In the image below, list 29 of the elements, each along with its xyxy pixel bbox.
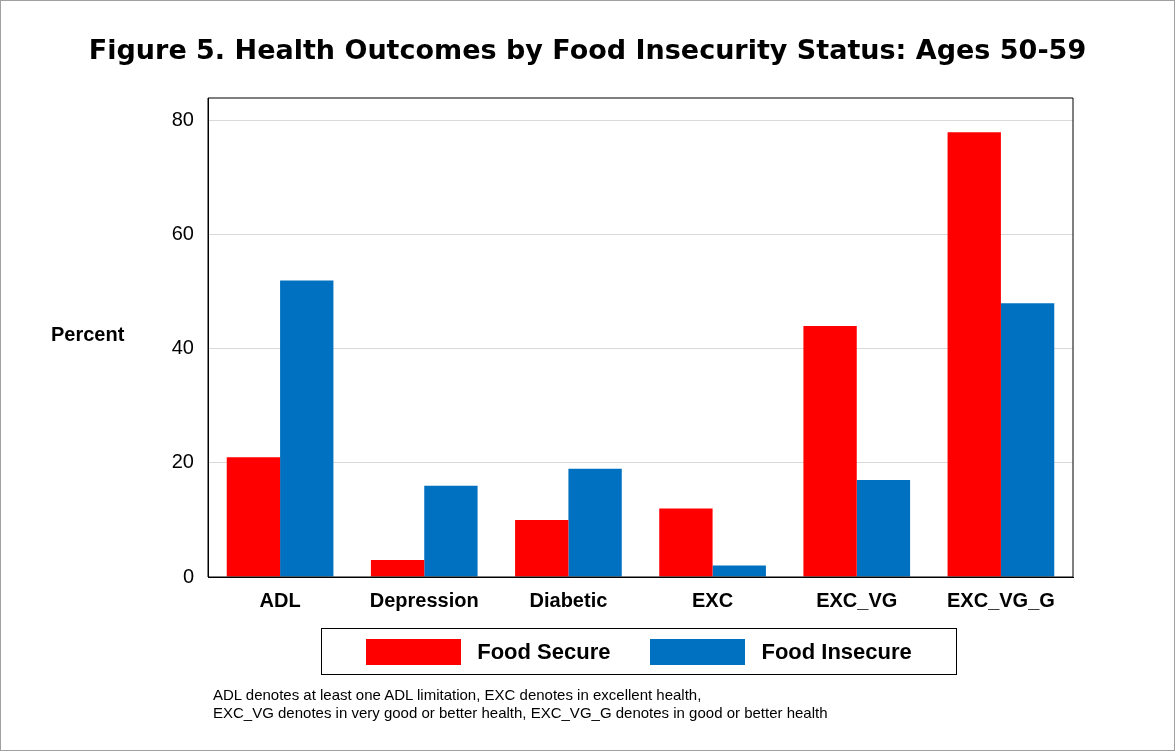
y-axis-title: Percent	[51, 323, 125, 346]
x-tick-label: EXC	[692, 588, 734, 611]
y-tick-label: 20	[171, 450, 194, 473]
bar	[424, 485, 478, 577]
bar	[515, 519, 569, 577]
x-tick-label: Diabetic	[529, 588, 608, 611]
legend-label: Food Insecure	[761, 638, 912, 665]
bar	[568, 468, 622, 577]
y-tick-label: 80	[171, 108, 194, 131]
x-tick-label: EXC_VG	[816, 588, 898, 611]
x-tick-label: Depression	[369, 588, 479, 611]
x-tick-label: ADL	[259, 588, 301, 611]
bar	[947, 132, 1001, 577]
y-tick-label: 0	[182, 564, 194, 587]
bar	[1000, 303, 1055, 577]
text: EXC_VG denotes in very good or better health, EXC_VG_G denotes in good or better health	[213, 704, 828, 722]
text: ADL denotes at least one ADL limitation, EXC denotes in excellent health,	[213, 686, 703, 704]
bar	[226, 457, 281, 577]
x-tick-label: EXC_VG_G	[947, 588, 1055, 611]
bar	[856, 480, 911, 577]
bar	[712, 565, 766, 577]
chart-title: Figure 5. Health Outcomes by Food Insecurity Status: Ages 50-59	[87, 34, 1088, 65]
bar	[803, 326, 857, 577]
legend-label: Food Secure	[477, 638, 611, 665]
y-tick-label: 40	[171, 336, 194, 359]
bar	[280, 280, 334, 577]
y-tick-label: 60	[171, 222, 194, 245]
bar	[370, 559, 425, 577]
bar	[659, 508, 713, 577]
